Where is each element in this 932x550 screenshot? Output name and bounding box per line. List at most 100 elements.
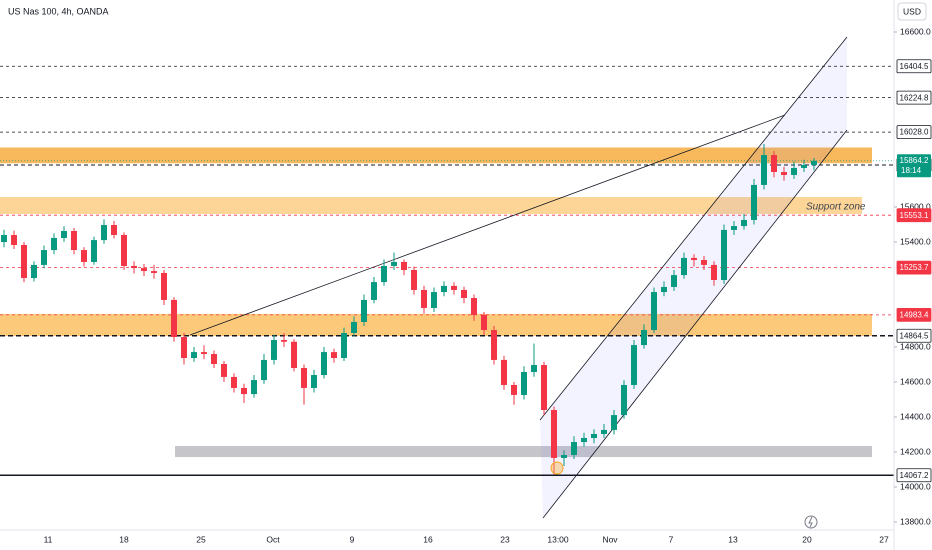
candle-body (161, 272, 167, 300)
level-label: 16224.8 (900, 93, 929, 102)
y-tick-label: 14000.0 (900, 481, 931, 491)
x-tick-label: 27 (879, 534, 889, 544)
zone (0, 147, 872, 164)
level-label: 14067.2 (900, 471, 929, 480)
candle-body (71, 230, 77, 251)
annotation: Support zone (806, 202, 866, 213)
level-label: 16028.0 (900, 128, 929, 137)
x-tick-label: 18 (119, 534, 129, 544)
candle-body (441, 285, 447, 293)
candle-body (321, 352, 327, 375)
level-label-box (896, 208, 932, 223)
candle-body (741, 219, 747, 227)
candle-body (811, 160, 817, 165)
level-label: 16404.5 (900, 62, 929, 71)
candle-body (381, 265, 387, 283)
candle-body (121, 235, 127, 266)
y-tick-label: 15400.0 (900, 236, 931, 246)
candle-body (661, 286, 667, 293)
candle-body (571, 442, 577, 455)
candle-body (521, 372, 527, 395)
candle-body (31, 264, 37, 279)
candle-body (531, 365, 537, 373)
candle-body (691, 257, 697, 261)
time-axis: 11 18 25 Oct 9 16 23 13:00 Nov 7 13 20 27 (44, 534, 889, 544)
level-label: 15553.1 (900, 211, 929, 220)
candle-body (241, 387, 247, 395)
candle-body (681, 257, 687, 276)
x-tick-label: 25 (196, 534, 206, 544)
trend-line (189, 114, 786, 336)
candle-body (311, 375, 317, 388)
candle-body (711, 264, 717, 280)
candle-body (751, 184, 757, 220)
price-axis: 16600.0 15600.0 15400.0 14800.0 14600.0 14400… (894, 26, 932, 526)
candle-body (91, 240, 97, 262)
level-label: 14983.4 (900, 311, 929, 320)
candle-body (221, 363, 227, 377)
candle-body (11, 235, 17, 245)
candle-body (541, 365, 547, 410)
candle-body (361, 299, 367, 322)
x-tick-label: 7 (669, 534, 674, 544)
icon-bolt[interactable] (808, 516, 813, 528)
candle-body (491, 330, 497, 360)
candle-body (701, 260, 707, 265)
candle-body (451, 285, 457, 290)
candle-body (61, 230, 67, 238)
candle-body (721, 229, 727, 280)
level-label-box (896, 59, 932, 74)
candle-body (671, 275, 677, 287)
candle-body (171, 299, 177, 338)
candle-body (651, 292, 657, 331)
candle-body (251, 380, 257, 395)
y-tick-label: 14400.0 (900, 411, 931, 421)
zone (175, 446, 872, 458)
candle-body (211, 354, 217, 364)
candle-body (461, 289, 467, 298)
candle-body (181, 337, 187, 359)
level-label-box (896, 468, 932, 483)
replay-icon[interactable] (804, 515, 818, 529)
level-label-box (896, 125, 932, 139)
candle-body (301, 368, 307, 388)
candle-body (341, 333, 347, 359)
chart-title: US Nas 100, 4h, OANDA (8, 6, 109, 16)
candle-body (511, 384, 517, 395)
candle-body (371, 282, 377, 300)
candle-body (411, 270, 417, 290)
currency-button[interactable] (897, 2, 927, 21)
y-tick-label: 15600.0 (900, 201, 931, 211)
candle-body (141, 268, 147, 272)
currency[interactable]: USD (903, 6, 921, 16)
y-tick-label: 14200.0 (900, 446, 931, 456)
candle-body (111, 225, 117, 235)
x-tick-label: 16 (423, 534, 433, 544)
icon-ring[interactable] (804, 515, 818, 529)
channel-lower (542, 129, 848, 519)
candle-body (501, 359, 507, 385)
candle-body (81, 250, 87, 262)
candle-body (591, 433, 597, 438)
x-tick-label: Nov (602, 534, 618, 544)
candle-body (21, 244, 27, 279)
candle-body (291, 341, 297, 368)
last-price-label: 15864.2 (900, 156, 929, 165)
candle-body (761, 155, 767, 185)
candle-body (231, 376, 237, 388)
level-label: 14864.5 (900, 331, 929, 340)
candle-body (201, 352, 207, 354)
level-label-box (896, 328, 932, 343)
countdown: 18:14 (901, 166, 922, 175)
candle-body (281, 340, 287, 342)
candle-body (561, 454, 567, 458)
candle-body (621, 384, 627, 416)
candle-body (641, 330, 647, 346)
x-tick-label: 9 (350, 534, 355, 544)
candle-body (581, 438, 587, 443)
candle-body (481, 314, 487, 331)
candle-body (781, 172, 787, 175)
candle-body (41, 250, 47, 265)
